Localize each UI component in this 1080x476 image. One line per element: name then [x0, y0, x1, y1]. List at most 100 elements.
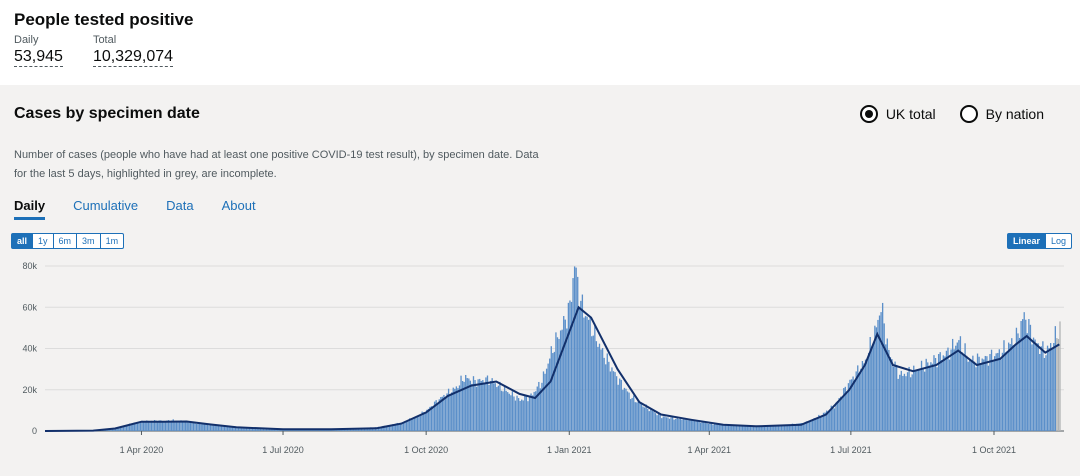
daily-bar — [153, 420, 156, 431]
x-tick-label: 1 Jan 2021 — [547, 445, 592, 455]
daily-bar — [132, 423, 134, 431]
daily-bar — [547, 363, 549, 431]
radio-unselected-icon[interactable] — [959, 105, 978, 123]
daily-bar — [133, 422, 135, 431]
daily-bar — [979, 364, 982, 431]
rolling-average-line — [44, 305, 1060, 432]
tab-daily[interactable]: Daily — [14, 198, 46, 220]
daily-bar — [166, 420, 168, 431]
daily-bar — [685, 420, 688, 431]
daily-bar — [597, 346, 599, 431]
daily-bar — [483, 383, 486, 431]
daily-bar — [155, 420, 157, 431]
daily-bar — [538, 381, 540, 431]
daily-bar — [729, 425, 731, 431]
daily-bar — [821, 415, 823, 431]
daily-bar — [827, 411, 829, 431]
tab-about[interactable]: About — [221, 198, 256, 213]
daily-bar — [1048, 347, 1050, 431]
daily-bar — [642, 406, 644, 431]
scale-linear-button[interactable]: Linear — [1007, 234, 1046, 248]
daily-bar — [146, 420, 148, 431]
daily-bar — [259, 428, 262, 431]
daily-bar — [623, 387, 626, 431]
daily-bar — [855, 371, 857, 431]
daily-bar — [536, 386, 538, 431]
daily-value[interactable]: 53,945 — [14, 48, 63, 67]
time-range-buttons: all 1y 6m 3m 1m — [11, 233, 125, 249]
radio-selected-icon[interactable] — [859, 105, 878, 123]
daily-bar — [838, 398, 840, 431]
daily-bar — [993, 356, 996, 431]
daily-bar — [214, 425, 216, 431]
daily-bar — [160, 420, 162, 431]
daily-bar — [899, 374, 901, 431]
daily-bar — [446, 393, 448, 431]
daily-bar — [533, 391, 535, 431]
daily-bar — [748, 425, 750, 431]
daily-bar — [752, 425, 755, 431]
daily-bar — [508, 393, 510, 431]
daily-bar — [194, 423, 196, 431]
daily-bar — [1046, 345, 1049, 431]
daily-bar — [703, 422, 705, 431]
daily-bar — [531, 395, 534, 431]
daily-bar — [958, 340, 960, 431]
daily-stat[interactable]: Daily 53,945 — [14, 34, 63, 67]
daily-bar — [1029, 324, 1032, 431]
daily-bar — [559, 330, 562, 431]
tab-cumulative[interactable]: Cumulative — [73, 198, 139, 213]
daily-bar — [723, 424, 725, 431]
daily-bar — [732, 425, 734, 431]
daily-bar — [157, 422, 159, 431]
daily-bar — [497, 385, 500, 431]
daily-bar — [227, 426, 229, 431]
daily-bar — [1004, 352, 1007, 431]
daily-bar — [959, 336, 962, 431]
radio-by-nation[interactable]: By nation — [959, 105, 1044, 123]
radio-uk-total[interactable]: UK total — [859, 105, 936, 123]
x-tick-label: 1 Jul 2021 — [830, 445, 872, 455]
daily-bar — [726, 425, 728, 431]
daily-bar — [647, 408, 649, 431]
range-6m-button[interactable]: 6m — [54, 234, 78, 248]
daily-bar — [363, 428, 366, 431]
daily-bar — [242, 427, 244, 431]
total-value[interactable]: 10,329,074 — [92, 48, 174, 67]
daily-bar — [766, 425, 769, 431]
daily-bar — [1011, 338, 1013, 431]
daily-bar — [234, 427, 237, 431]
total-stat[interactable]: Total 10,329,074 — [92, 34, 174, 67]
range-1y-button[interactable]: 1y — [33, 234, 54, 248]
daily-bar — [141, 420, 143, 431]
range-all-button[interactable]: all — [12, 234, 34, 248]
tab-data[interactable]: Data — [166, 198, 194, 213]
daily-bar — [267, 428, 269, 431]
daily-bar — [664, 416, 666, 431]
scale-log-button[interactable]: Log — [1050, 236, 1066, 246]
daily-bar — [916, 370, 918, 431]
daily-bar — [172, 419, 174, 431]
daily-bar — [135, 423, 137, 431]
daily-bar — [475, 386, 478, 431]
daily-bar — [558, 338, 560, 431]
daily-bar — [444, 398, 447, 431]
daily-bar — [272, 429, 274, 431]
daily-bar — [933, 355, 935, 431]
range-1m-button[interactable]: 1m — [105, 236, 119, 246]
daily-bar — [189, 422, 192, 431]
daily-bar — [429, 406, 431, 431]
daily-bar — [738, 426, 741, 431]
daily-bar — [186, 422, 188, 431]
daily-bar — [849, 379, 851, 431]
daily-bar — [768, 426, 770, 431]
daily-bar — [983, 359, 985, 431]
daily-bar — [592, 335, 594, 431]
daily-bar — [1014, 345, 1016, 431]
daily-bar — [1023, 312, 1025, 431]
x-tick-label: 1 Oct 2020 — [404, 445, 448, 455]
daily-bar — [424, 413, 426, 431]
daily-bar — [843, 388, 845, 431]
range-3m-button[interactable]: 3m — [77, 234, 101, 248]
daily-bar — [1053, 342, 1055, 431]
